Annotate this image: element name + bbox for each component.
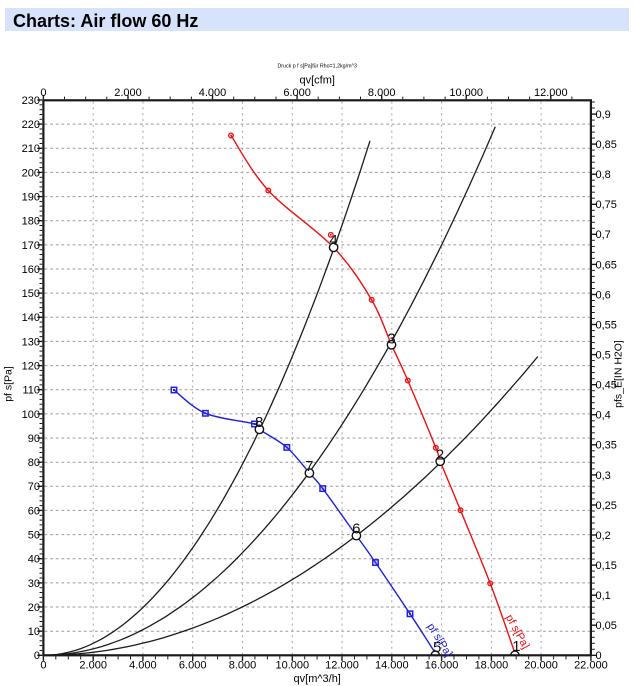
svg-text:0,45: 0,45 <box>596 380 617 392</box>
svg-text:12.000: 12.000 <box>325 660 359 672</box>
svg-text:6.000: 6.000 <box>283 87 311 99</box>
svg-text:110: 110 <box>22 385 40 397</box>
svg-text:170: 170 <box>22 240 40 252</box>
svg-text:50: 50 <box>28 530 40 542</box>
svg-text:40: 40 <box>28 554 40 566</box>
svg-text:100: 100 <box>22 409 40 421</box>
svg-text:pf s[Pa]: pf s[Pa] <box>2 366 14 402</box>
svg-text:8.000: 8.000 <box>229 660 257 672</box>
svg-text:0,75: 0,75 <box>596 199 617 211</box>
svg-text:18.000: 18.000 <box>475 660 509 672</box>
svg-text:190: 190 <box>22 192 40 204</box>
svg-text:10: 10 <box>28 626 40 638</box>
svg-text:0,85: 0,85 <box>596 139 617 151</box>
svg-text:20.000: 20.000 <box>524 660 558 672</box>
svg-text:qv[m^3/h]: qv[m^3/h] <box>294 673 341 685</box>
svg-text:140: 140 <box>22 312 40 324</box>
svg-text:pfs_E[IN H2O]: pfs_E[IN H2O] <box>612 340 624 408</box>
svg-text:16.000: 16.000 <box>425 660 459 672</box>
svg-text:2.000: 2.000 <box>114 87 142 99</box>
svg-text:150: 150 <box>22 288 40 300</box>
svg-text:0,55: 0,55 <box>596 319 617 331</box>
svg-text:30: 30 <box>28 578 40 590</box>
svg-text:0,15: 0,15 <box>596 560 617 572</box>
svg-text:8.000: 8.000 <box>368 87 396 99</box>
svg-text:230: 230 <box>22 95 40 107</box>
svg-text:0,4: 0,4 <box>596 410 611 422</box>
svg-text:6: 6 <box>352 521 360 538</box>
svg-text:80: 80 <box>28 457 40 469</box>
svg-text:60: 60 <box>28 505 40 517</box>
svg-text:0: 0 <box>40 660 46 672</box>
svg-text:8: 8 <box>255 414 263 431</box>
svg-text:2.000: 2.000 <box>79 660 107 672</box>
svg-text:130: 130 <box>22 336 40 348</box>
svg-text:220: 220 <box>22 119 40 131</box>
svg-text:0,65: 0,65 <box>596 259 617 271</box>
svg-text:3: 3 <box>387 330 395 347</box>
svg-text:160: 160 <box>22 264 40 276</box>
svg-text:Druck p f s[Pa]für Rho=1,2kg/m: Druck p f s[Pa]für Rho=1,2kg/m^3 <box>277 64 357 70</box>
svg-text:0,7: 0,7 <box>596 229 611 241</box>
svg-text:0: 0 <box>34 650 40 662</box>
svg-text:0,8: 0,8 <box>596 169 611 181</box>
svg-text:4.000: 4.000 <box>199 87 227 99</box>
svg-text:4.000: 4.000 <box>129 660 157 672</box>
svg-text:0: 0 <box>40 87 46 99</box>
svg-text:5: 5 <box>433 639 441 656</box>
svg-text:20: 20 <box>28 602 40 614</box>
svg-text:0,25: 0,25 <box>596 500 617 512</box>
svg-text:12.000: 12.000 <box>534 87 568 99</box>
svg-text:120: 120 <box>22 361 40 373</box>
svg-text:10.000: 10.000 <box>275 660 309 672</box>
svg-text:180: 180 <box>22 216 40 228</box>
svg-text:1: 1 <box>512 638 520 655</box>
svg-text:0,35: 0,35 <box>596 440 617 452</box>
svg-text:4: 4 <box>329 232 337 249</box>
svg-text:70: 70 <box>28 481 40 493</box>
svg-text:0,5: 0,5 <box>596 350 611 362</box>
svg-text:14.000: 14.000 <box>375 660 409 672</box>
svg-text:200: 200 <box>22 167 40 179</box>
svg-text:0,05: 0,05 <box>596 620 617 632</box>
svg-text:0,9: 0,9 <box>596 109 611 121</box>
svg-text:22.000: 22.000 <box>574 660 608 672</box>
svg-text:6.000: 6.000 <box>179 660 207 672</box>
svg-text:0: 0 <box>596 650 602 662</box>
svg-text:0,2: 0,2 <box>596 530 611 542</box>
svg-text:0,3: 0,3 <box>596 470 611 482</box>
svg-text:90: 90 <box>28 433 40 445</box>
svg-text:10.000: 10.000 <box>449 87 483 99</box>
svg-text:2: 2 <box>436 447 444 464</box>
svg-text:0,6: 0,6 <box>596 289 611 301</box>
svg-text:0,1: 0,1 <box>596 590 611 602</box>
svg-text:qv[cfm]: qv[cfm] <box>299 75 334 87</box>
svg-text:7: 7 <box>305 458 313 475</box>
svg-text:210: 210 <box>22 143 40 155</box>
